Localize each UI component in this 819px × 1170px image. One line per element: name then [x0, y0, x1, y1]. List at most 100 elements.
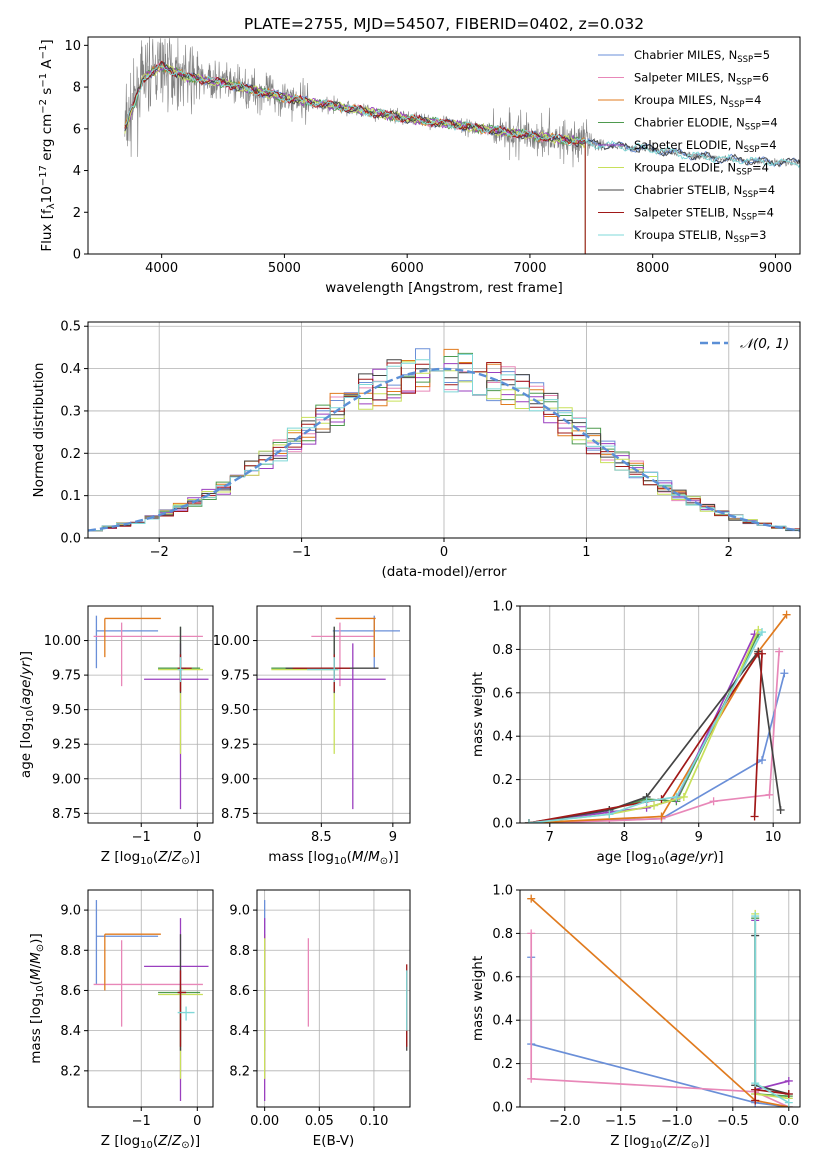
axis-label-text: mass weight — [470, 672, 486, 757]
axes-border — [519, 889, 801, 1108]
weight-marker-7 — [750, 812, 759, 821]
axis-label-part: yr — [18, 660, 34, 676]
x-tick-label: 9 — [695, 830, 703, 845]
legend-label: Salpeter ELODIE, N — [634, 138, 744, 152]
panel-weight-vs-Z: −2.0 −1.5 −1.0 −0.5 0.0 0.0 0.2 0.4 0.6 0.8 1.0 Z [… — [470, 884, 801, 1151]
axis-label-part: )] — [18, 651, 34, 662]
legend-entry: Chabrier STELIB, NSSP=4 — [634, 183, 775, 200]
axes-frame: −2 −1 0 1 2 0.0 0.1 0.2 0.3 0.4 0.5 𝒩(0, 1) (data-mo… — [31, 320, 801, 580]
legend-label: Chabrier STELIB, N — [634, 183, 742, 197]
x-axis-label: E(B-V) — [313, 1133, 355, 1149]
weight-marker-5 — [650, 801, 659, 810]
legend-suffix: =6 — [752, 71, 769, 85]
legend-suffix: =4 — [757, 206, 774, 220]
y-axis-label: mass [log10(M/M⊙)] — [28, 933, 46, 1063]
axes-border — [87, 36, 801, 255]
legend-suffix: =4 — [752, 161, 769, 175]
x-tick-label: 0.0 — [778, 1114, 799, 1129]
axis-label-part: M — [352, 849, 364, 865]
panel-residuals: −2 −1 0 1 2 0.0 0.1 0.2 0.3 0.4 0.5 𝒩(0, 1) (data-mo… — [31, 320, 801, 580]
x-tick-label: 9000 — [759, 261, 792, 276]
x-tick-label: −1 — [132, 1114, 151, 1129]
x-axis-label: Z [log10(Z/Z⊙)] — [101, 1133, 200, 1151]
x-tick-label: 8 — [620, 830, 628, 845]
x-tick-label: 10 — [765, 830, 782, 845]
weight-line-0 — [530, 957, 789, 1107]
y-tick-label: 8.8 — [60, 944, 81, 959]
weight-marker-8 — [751, 912, 760, 921]
y-tick-label: 8 — [73, 81, 81, 96]
legend-sub: SSP — [737, 55, 753, 65]
weight-line-3 — [754, 918, 789, 1098]
y-tick-label: 9.50 — [221, 703, 250, 718]
weight-line-5 — [528, 629, 760, 823]
y-tick-label: 0.0 — [492, 1101, 513, 1116]
x-tick-label: 0 — [440, 545, 448, 560]
axis-label-part: )] — [28, 933, 44, 944]
legend-entry: Salpeter ELODIE, NSSP=4 — [634, 138, 777, 155]
x-tick-label: 2 — [725, 545, 733, 560]
weight-line-3 — [528, 633, 760, 823]
x-tick-label: 8.5 — [311, 830, 332, 845]
x-axis-label: age [log10(age/yr)] — [596, 849, 723, 867]
axis-label-text: age [log — [18, 723, 34, 778]
axis-label-part: M — [28, 968, 44, 980]
x-tick-label: 0 — [193, 1114, 201, 1129]
legend-sub: SSP — [742, 190, 758, 200]
axis-label-text: E(B-V) — [313, 1133, 355, 1149]
y-tick-label: 0.0 — [60, 532, 81, 547]
weight-marker-7 — [751, 1096, 760, 1105]
weight-marker-0 — [780, 669, 789, 678]
axis-label-part: ( — [153, 849, 158, 865]
legend-label: Salpeter STELIB, N — [634, 206, 741, 220]
model-spectrum-5 — [124, 64, 586, 254]
x-tick-label: −1 — [132, 830, 151, 845]
legend-sub: SSP — [734, 235, 750, 245]
axis-label-part: 10 — [140, 1140, 153, 1151]
weight-marker-8 — [784, 1098, 793, 1107]
weight-marker-8 — [751, 1079, 760, 1088]
x-tick-label: −1.5 — [605, 1114, 637, 1129]
weight-marker-1 — [527, 929, 536, 938]
y-tick-label: 0.8 — [492, 643, 513, 658]
weight-marker-1 — [775, 647, 784, 656]
axis-label-part: M — [368, 849, 380, 865]
x-tick-label: −1 — [292, 545, 311, 560]
plot-area — [93, 900, 209, 1101]
plot-area — [93, 615, 209, 810]
axis-label-part: ⊙ — [181, 856, 189, 867]
legend-sub: SSP — [741, 213, 757, 223]
legend-sub: SSP — [744, 145, 760, 155]
axis-label-part: 10 — [652, 856, 665, 867]
y-tick-label: 9.25 — [52, 738, 81, 753]
x-tick-label: 0.05 — [305, 1114, 334, 1129]
axis-label-part: M — [28, 952, 44, 964]
y-tick-label: 9.0 — [60, 904, 81, 919]
axis-label-text: (data-model)/error — [381, 564, 507, 580]
axis-label-text: Flux [f — [39, 208, 55, 252]
legend-entry: Kroupa ELODIE, NSSP=4 — [634, 161, 769, 178]
x-tick-label: 7 — [546, 830, 554, 845]
x-tick-label: 1 — [582, 545, 590, 560]
x-tick-label: 8000 — [636, 261, 669, 276]
y-tick-label: 0.2 — [60, 447, 81, 462]
axes-frame: 4000 5000 6000 7000 8000 9000 0 2 4 6 8 10 wavelengt… — [38, 36, 801, 296]
axes-frame: 8.5 9 8.75 9.00 9.25 9.50 9.75 10.00 mass [log10… — [213, 605, 411, 867]
y-tick-label: 0.6 — [492, 686, 513, 701]
axis-label-part: λ — [46, 203, 57, 209]
axis-label-part: −1 — [38, 73, 49, 88]
axis-label-text: Z [log — [101, 1133, 140, 1149]
legend-label: Chabrier ELODIE, N — [634, 116, 745, 130]
y-tick-label: 0.2 — [492, 773, 513, 788]
x-tick-label: −1.0 — [661, 1114, 693, 1129]
axis-label-part: ( — [664, 849, 669, 865]
legend-sub: SSP — [729, 100, 745, 110]
weight-line-8 — [528, 631, 763, 823]
axis-label-part: age — [18, 680, 34, 705]
weight-line-2 — [528, 614, 788, 823]
weight-marker-8 — [642, 797, 651, 806]
axis-label-part: erg cm — [39, 114, 55, 165]
